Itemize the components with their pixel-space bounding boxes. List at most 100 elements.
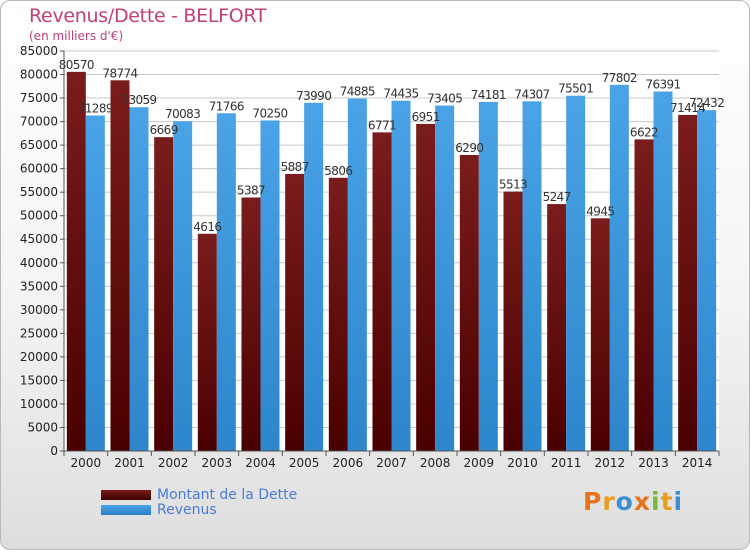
logo-letter: t <box>660 487 674 516</box>
bar-dette <box>285 173 305 451</box>
data-label-revenus: 76391 <box>645 78 680 92</box>
data-label-revenus: 73990 <box>296 89 331 103</box>
bar-revenus <box>260 120 280 451</box>
legend-swatch-dette <box>101 489 151 500</box>
data-label-revenus: 74181 <box>471 88 506 102</box>
y-tick-label: 50000 <box>20 209 58 223</box>
bar-revenus <box>173 121 193 452</box>
data-label-dette: 6290 <box>455 141 483 155</box>
data-label-dette: 6622 <box>630 125 658 139</box>
legend-item-dette: Montant de la Dette <box>101 486 298 503</box>
data-label-revenus: 71766 <box>209 99 244 113</box>
x-tick-label: 2002 <box>158 456 189 470</box>
data-label-revenus: 72432 <box>689 96 724 110</box>
y-tick-label: 0 <box>50 444 58 458</box>
y-tick-label: 25000 <box>20 326 58 340</box>
data-label-dette: 5513 <box>499 178 527 192</box>
bar-dette <box>154 137 174 451</box>
y-tick-label: 45000 <box>20 232 58 246</box>
bar-dette <box>459 155 479 451</box>
x-tick-label: 2007 <box>376 456 407 470</box>
data-label-dette: 4616 <box>193 220 221 234</box>
legend-swatch-revenus <box>101 504 151 515</box>
bar-revenus <box>566 95 586 452</box>
x-tick-label: 2010 <box>507 456 538 470</box>
chart-title: Revenus/Dette - BELFORT <box>29 5 267 27</box>
bar-dette <box>241 197 261 451</box>
bar-revenus <box>216 113 236 451</box>
y-tick-label: 85000 <box>20 44 58 58</box>
x-tick-label: 2005 <box>289 456 320 470</box>
y-tick-label: 55000 <box>20 185 58 199</box>
y-tick-label: 15000 <box>20 373 58 387</box>
bar-revenus <box>478 101 498 452</box>
logo-letter: r <box>602 487 616 516</box>
x-tick-label: 2009 <box>464 456 495 470</box>
bar-revenus <box>85 115 105 452</box>
data-label-revenus: 74435 <box>383 87 418 101</box>
bar-dette <box>416 123 436 452</box>
logo-letter: x <box>633 487 651 516</box>
y-tick-label: 80000 <box>20 68 58 82</box>
data-label-dette: 6771 <box>368 118 396 132</box>
bar-revenus <box>304 102 324 451</box>
x-tick-label: 2012 <box>595 456 626 470</box>
y-tick-label: 40000 <box>20 256 58 270</box>
bar-dette <box>197 233 217 451</box>
bar-revenus <box>391 100 411 451</box>
data-label-dette: 78774 <box>102 66 137 80</box>
bar-revenus <box>697 110 717 452</box>
legend: Montant de la Dette Revenus <box>101 486 298 518</box>
bar-dette <box>372 132 392 452</box>
data-label-revenus: 71289 <box>78 102 113 116</box>
x-tick-label: 2008 <box>420 456 451 470</box>
legend-label-revenus: Revenus <box>157 501 217 518</box>
data-label-dette: 5387 <box>237 183 265 197</box>
data-label-dette: 6951 <box>412 110 440 124</box>
data-label-revenus: 74885 <box>340 85 375 99</box>
chart-subtitle: (en milliers d'€) <box>29 29 124 43</box>
logo-letter: i <box>673 487 684 516</box>
bar-dette <box>503 191 523 452</box>
proxiti-logo: Proxiti <box>583 487 683 516</box>
y-tick-label: 75000 <box>20 91 58 105</box>
data-label-dette: 5806 <box>324 164 352 178</box>
bar-dette <box>110 80 130 451</box>
logo-letter: o <box>615 487 634 516</box>
data-label-revenus: 70083 <box>165 107 200 121</box>
logo-letter: P <box>583 487 603 516</box>
bar-dette <box>678 114 698 451</box>
bar-revenus <box>129 107 149 452</box>
data-label-dette: 5247 <box>543 190 571 204</box>
bar-dette <box>547 204 567 451</box>
data-label-dette: 71414 <box>670 101 705 115</box>
data-label-dette: 4945 <box>586 204 614 218</box>
data-label-revenus: 74307 <box>514 87 549 101</box>
x-tick-label: 2006 <box>333 456 364 470</box>
bar-dette <box>590 218 610 451</box>
y-tick-label: 70000 <box>20 115 58 129</box>
x-tick-label: 2014 <box>682 456 713 470</box>
bar-dette <box>328 177 348 451</box>
bar-revenus <box>609 84 629 452</box>
x-tick-label: 2011 <box>551 456 582 470</box>
data-label-dette: 6669 <box>150 123 178 137</box>
data-label-revenus: 75501 <box>558 82 593 96</box>
data-label-revenus: 70250 <box>252 106 287 120</box>
bar-revenus <box>653 91 673 451</box>
y-tick-label: 35000 <box>20 279 58 293</box>
y-tick-label: 60000 <box>20 162 58 176</box>
y-tick-label: 5000 <box>27 420 58 434</box>
y-tick-label: 30000 <box>20 303 58 317</box>
x-tick-label: 2001 <box>114 456 145 470</box>
data-label-revenus: 73059 <box>121 93 156 107</box>
data-label-dette: 80570 <box>59 58 94 72</box>
bar-revenus <box>522 101 542 451</box>
data-label-revenus: 77802 <box>602 71 637 85</box>
data-label-revenus: 73405 <box>427 92 462 106</box>
bar-dette <box>634 139 654 451</box>
legend-label-dette: Montant de la Dette <box>157 486 298 503</box>
bar-revenus <box>435 105 455 452</box>
